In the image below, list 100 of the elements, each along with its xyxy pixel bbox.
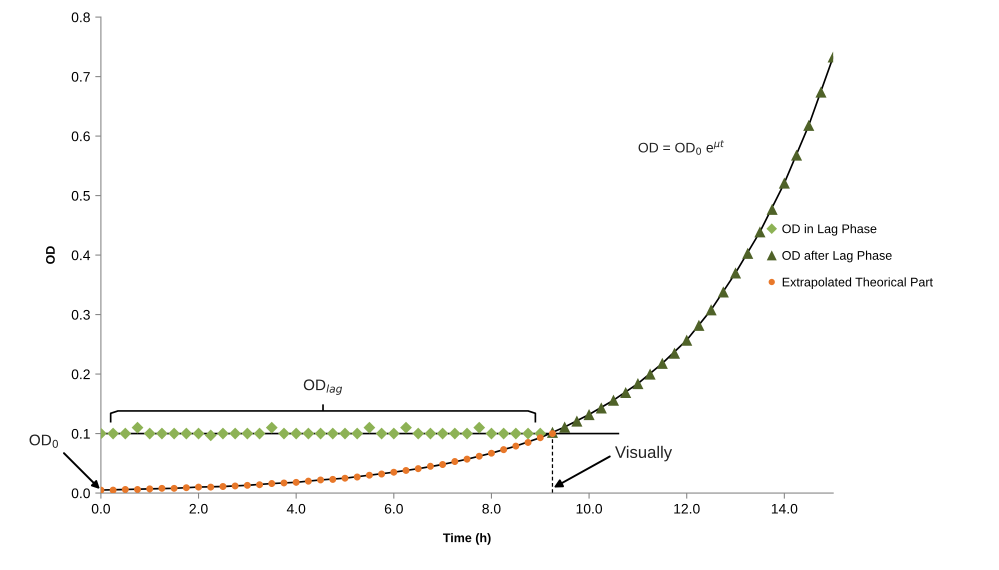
- point: [170, 484, 178, 492]
- point: [498, 428, 510, 440]
- point: [207, 484, 214, 491]
- point: [706, 304, 717, 316]
- point: [522, 428, 534, 440]
- point: [608, 394, 620, 406]
- point: [134, 486, 141, 493]
- x-tick-label: 14.0: [772, 504, 798, 514]
- x-tick-label: 2.0: [190, 504, 208, 514]
- point: [448, 428, 461, 440]
- point: [461, 428, 473, 440]
- point: [256, 481, 264, 488]
- point: [424, 428, 436, 440]
- legend-label: Extrapolated Theorical Part: [782, 277, 933, 289]
- point: [156, 428, 168, 440]
- point: [266, 422, 278, 434]
- point: [158, 484, 166, 492]
- point: [254, 428, 266, 440]
- point: [815, 86, 827, 98]
- point: [204, 429, 217, 442]
- point: [693, 320, 704, 331]
- point: [195, 484, 202, 491]
- point: [536, 434, 544, 442]
- point: [217, 428, 229, 440]
- point: [110, 486, 117, 494]
- point: [644, 368, 656, 380]
- point: [584, 408, 595, 420]
- point: [730, 267, 742, 278]
- point: [280, 479, 288, 486]
- point: [473, 422, 486, 434]
- x-tick-label: 0.0: [92, 504, 110, 514]
- point: [766, 204, 778, 215]
- y-tick-label: 0.6: [72, 131, 90, 142]
- point: [314, 428, 326, 440]
- point: [426, 462, 434, 470]
- point: [339, 428, 351, 440]
- point: [304, 478, 312, 485]
- line-series: [110, 404, 536, 422]
- x-tick-label: 6.0: [384, 504, 403, 514]
- point: [119, 428, 132, 440]
- annotation: OD$_{0}$: [30, 434, 58, 448]
- point: [476, 452, 483, 460]
- point: [132, 422, 144, 434]
- x-axis-title: Time (h): [442, 533, 491, 545]
- point: [388, 428, 400, 440]
- point: [244, 482, 251, 489]
- point: [451, 458, 458, 465]
- point: [436, 428, 449, 440]
- y-tick-label: 0.7: [72, 72, 90, 82]
- annotation: OD$_{lag}$: [304, 379, 342, 395]
- point: [632, 378, 644, 390]
- point: [390, 468, 398, 476]
- legend-label: OD in Lag Phase: [782, 224, 876, 236]
- y-tick-label: 0.4: [72, 250, 90, 260]
- point: [596, 402, 607, 414]
- point: [192, 428, 204, 440]
- point: [342, 474, 348, 482]
- y-axis-title: OD: [46, 246, 55, 264]
- point: [571, 416, 582, 427]
- point: [412, 428, 424, 440]
- point: [292, 478, 300, 486]
- y-tick-label: 0.8: [72, 12, 90, 22]
- point: [376, 428, 388, 440]
- point: [620, 386, 632, 398]
- x-tick-label: 4.0: [286, 504, 306, 514]
- point: [146, 485, 154, 492]
- point: [268, 480, 276, 488]
- point: [668, 348, 680, 359]
- point: [326, 428, 339, 440]
- point: [351, 428, 364, 440]
- point: [559, 421, 570, 433]
- point: [512, 442, 520, 450]
- x-tick-label: 10.0: [576, 504, 602, 514]
- point: [290, 428, 302, 440]
- point: [232, 482, 239, 490]
- point: [107, 428, 119, 440]
- point: [656, 358, 668, 369]
- point: [317, 476, 324, 484]
- y-tick-label: 0.1: [72, 428, 90, 439]
- point: [400, 422, 412, 434]
- point: [229, 428, 242, 440]
- point: [718, 286, 729, 298]
- point: [278, 428, 290, 440]
- annotation: Visually: [615, 446, 672, 462]
- y-tick-label: 0.0: [72, 488, 90, 498]
- point: [488, 450, 495, 457]
- point: [500, 446, 508, 454]
- point: [182, 484, 190, 492]
- point: [302, 428, 314, 440]
- point: [439, 461, 446, 468]
- point: [168, 428, 180, 440]
- point: [778, 178, 790, 189]
- point: [803, 120, 814, 131]
- point: [402, 466, 410, 474]
- point: [790, 150, 802, 161]
- x-tick-label: 8.0: [482, 504, 501, 514]
- point: [742, 248, 754, 259]
- annotation: OD = OD$_{0}$ e$^{μt}$: [638, 140, 724, 155]
- y-tick-label: 0.2: [72, 369, 90, 380]
- x-tick-label: 12.0: [674, 504, 700, 514]
